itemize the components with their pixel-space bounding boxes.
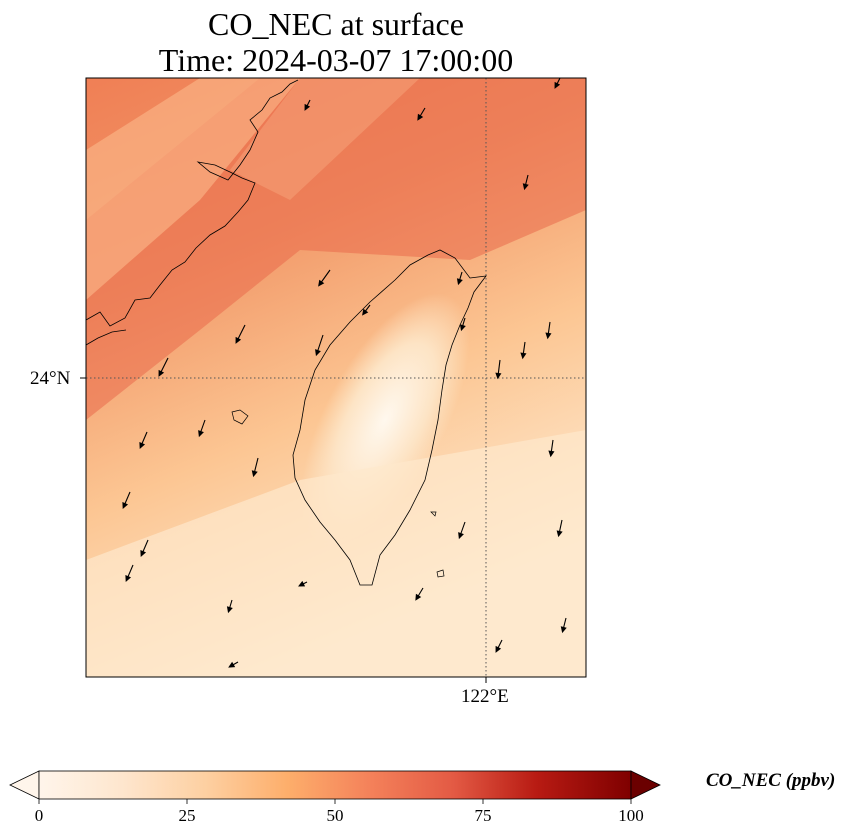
wind-arrow-head (125, 574, 132, 582)
wind-arrow-head (235, 336, 242, 344)
colorbar-extend-min (9, 770, 40, 800)
colorbar-tick-label: 100 (618, 806, 644, 825)
small-island (430, 511, 437, 517)
wind-arrow-head (362, 308, 369, 316)
china-coastline (86, 79, 299, 346)
map-panel (80, 77, 587, 683)
lon-tick-label: 122°E (461, 686, 509, 707)
wind-arrow-head (417, 113, 424, 121)
colorbar-label: CO_NEC (ppbv) (706, 770, 836, 791)
small-island (436, 569, 445, 578)
wind-arrow-head (495, 645, 502, 653)
wind-arrow-head (139, 441, 146, 449)
wind-arrow-head (560, 626, 567, 634)
colorbar-extend-max (630, 770, 661, 800)
wind-arrow-head (522, 183, 529, 191)
wind-arrow-head (298, 580, 306, 587)
wind-vectors (122, 78, 567, 668)
penghu-islands (231, 409, 249, 425)
wind-arrow-head (251, 470, 258, 478)
wind-arrow-head (228, 661, 236, 668)
wind-arrow-head (495, 372, 502, 380)
wind-arrow-head (140, 549, 147, 557)
colorbar-ramp (38, 770, 632, 800)
lat-tick-label: 24°N (30, 368, 71, 389)
map-title-line2: Time: 2024-03-07 17:00:00 (158, 42, 514, 78)
wind-arrow-head (318, 279, 325, 287)
wind-arrow-head (548, 450, 555, 458)
wind-arrow-head (226, 606, 233, 614)
wind-arrow (316, 334, 324, 354)
wind-arrow-head (304, 103, 311, 111)
co-field (86, 78, 586, 677)
colorbar-tick-label: 0 (34, 806, 44, 825)
wind-arrow-head (545, 332, 552, 340)
wind-arrow-head (198, 430, 204, 438)
wind-arrow-head (556, 530, 563, 538)
wind-arrow-head (458, 532, 464, 540)
wind-arrow-head (415, 593, 422, 601)
colorbar-tick-label: 25 (178, 806, 196, 825)
colorbar-tick-label: 50 (326, 806, 344, 825)
wind-arrow-head (158, 369, 165, 377)
wind-arrow-head (456, 278, 463, 286)
colorbar (9, 770, 661, 804)
wind-arrow-head (459, 324, 466, 332)
wind-arrow-head (520, 352, 527, 360)
wind-arrow-head (315, 349, 321, 357)
colorbar-tick-label: 75 (474, 806, 492, 825)
map-title-line1: CO_NEC at surface (208, 6, 464, 42)
taiwan-coastline (292, 249, 487, 586)
wind-arrow-head (554, 81, 561, 89)
wind-arrow-head (122, 501, 129, 509)
